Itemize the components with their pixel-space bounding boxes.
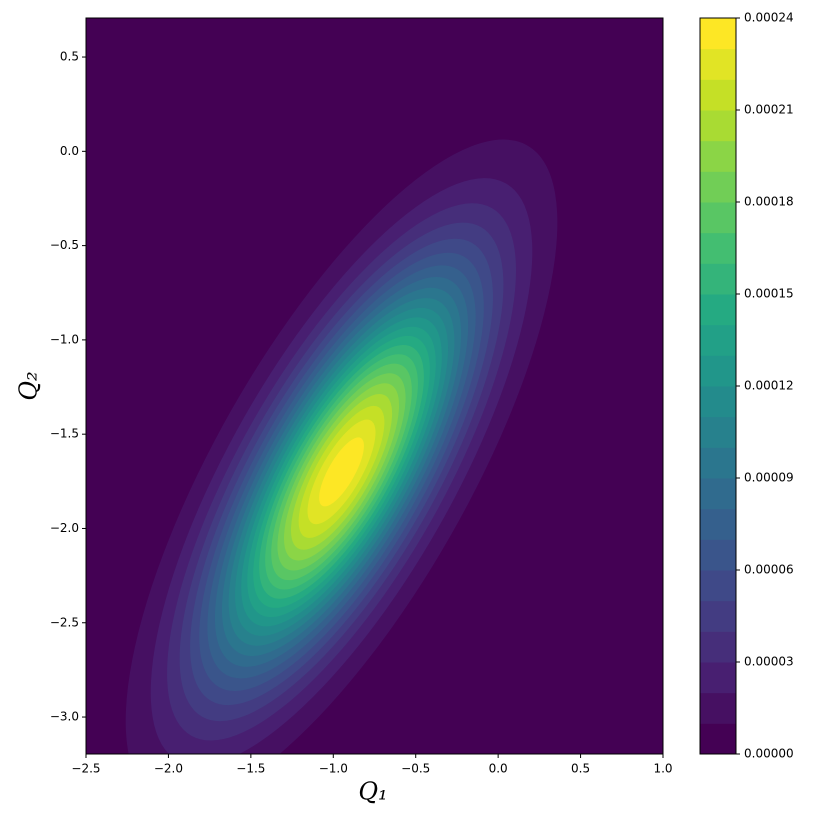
- contour-band: [319, 437, 364, 507]
- y-tick-label: −1.5: [50, 427, 79, 441]
- colorbar-band: [700, 355, 736, 387]
- colorbar-band: [700, 508, 736, 540]
- colorbar-band: [700, 416, 736, 448]
- x-tick-label: 0.0: [489, 762, 508, 776]
- x-tick-label: −2.5: [71, 762, 100, 776]
- colorbar-band: [700, 110, 736, 142]
- y-tick-label: −0.5: [50, 238, 79, 252]
- y-tick-label: 0.5: [60, 50, 79, 64]
- colorbar-band: [700, 570, 736, 602]
- colorbar-band: [700, 539, 736, 571]
- colorbar-band: [700, 324, 736, 356]
- y-axis-label: Q₂: [15, 371, 43, 400]
- x-tick-label: −1.0: [319, 762, 348, 776]
- colorbar-tick-label: 0.00021: [744, 103, 794, 117]
- colorbar-band: [700, 79, 736, 111]
- x-axis-label: Q₁: [358, 778, 387, 806]
- x-tick-label: 0.5: [571, 762, 590, 776]
- plot-area: [86, 18, 663, 754]
- x-tick-label: −1.5: [236, 762, 265, 776]
- axes-frame: [85, 17, 664, 755]
- colorbar-band: [700, 171, 736, 203]
- colorbar-band: [700, 692, 736, 724]
- colorbar-band: [700, 140, 736, 172]
- colorbar-band: [700, 232, 736, 264]
- colorbar-band: [700, 18, 736, 50]
- colorbar-tick-label: 0.00006: [744, 563, 794, 577]
- colorbar-band: [700, 48, 736, 80]
- colorbar-band: [700, 478, 736, 510]
- colorbar-band: [700, 723, 736, 755]
- colorbar-tick-label: 0.00009: [744, 471, 794, 485]
- colorbar-band: [700, 386, 736, 418]
- colorbar-tick-label: 0.00015: [744, 287, 794, 301]
- colorbar-tick-label: 0.00012: [744, 379, 794, 393]
- colorbar-tick-label: 0.00024: [744, 11, 794, 25]
- y-tick-label: −3.0: [50, 710, 79, 724]
- colorbar-band: [700, 600, 736, 632]
- x-tick-label: −0.5: [401, 762, 430, 776]
- colorbar-band: [700, 447, 736, 479]
- y-tick-label: 0.0: [60, 144, 79, 158]
- colorbar-band: [700, 662, 736, 694]
- y-tick-label: −2.0: [50, 521, 79, 535]
- y-tick-label: −1.0: [50, 332, 79, 346]
- colorbar-tick-label: 0.00018: [744, 195, 794, 209]
- colorbar-tick-label: 0.00003: [744, 655, 794, 669]
- x-tick-label: −2.0: [154, 762, 183, 776]
- y-tick-label: −2.5: [50, 615, 79, 629]
- colorbar-band: [700, 263, 736, 295]
- x-tick-label: 1.0: [653, 762, 672, 776]
- colorbar-band: [700, 202, 736, 234]
- colorbar-band: [700, 631, 736, 663]
- colorbar-band: [700, 294, 736, 326]
- colorbar-tick-label: 0.00000: [744, 747, 794, 761]
